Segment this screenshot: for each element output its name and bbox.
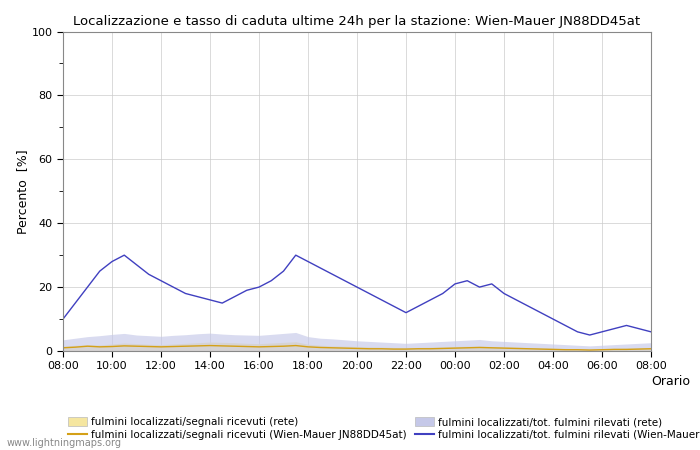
Title: Localizzazione e tasso di caduta ultime 24h per la stazione: Wien-Mauer JN88DD45: Localizzazione e tasso di caduta ultime …	[74, 14, 640, 27]
Legend: fulmini localizzati/segnali ricevuti (rete), fulmini localizzati/segnali ricevut: fulmini localizzati/segnali ricevuti (re…	[68, 417, 700, 440]
Text: www.lightningmaps.org: www.lightningmaps.org	[7, 438, 122, 448]
Text: Orario: Orario	[651, 375, 690, 388]
Y-axis label: Percento  [%]: Percento [%]	[16, 149, 29, 234]
